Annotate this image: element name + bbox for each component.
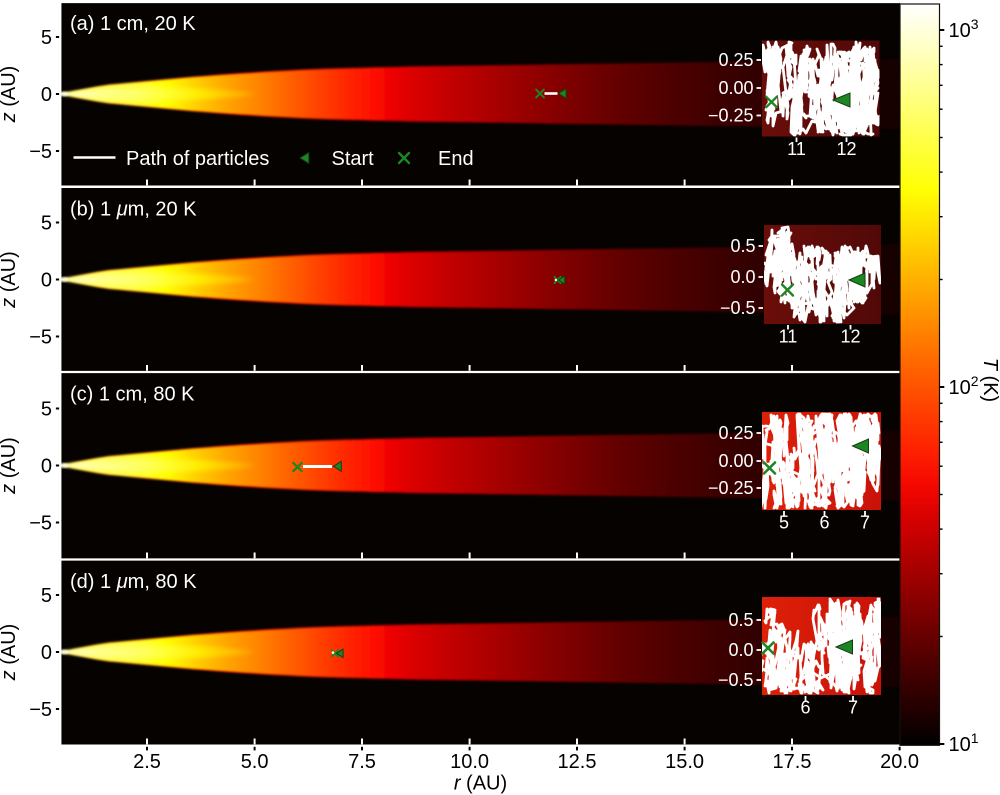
svg-text:10.0: 10.0 bbox=[450, 751, 489, 773]
svg-text:z (AU): z (AU) bbox=[0, 66, 20, 124]
svg-text:−0.5: −0.5 bbox=[718, 670, 754, 690]
svg-text:(d) 1 μm, 80 K: (d) 1 μm, 80 K bbox=[70, 571, 197, 593]
svg-text:r (AU): r (AU) bbox=[454, 773, 507, 795]
svg-text:0.5: 0.5 bbox=[728, 610, 753, 630]
svg-text:0.5: 0.5 bbox=[730, 236, 755, 256]
svg-text:5: 5 bbox=[41, 399, 52, 421]
svg-text:0: 0 bbox=[41, 84, 52, 106]
svg-text:5: 5 bbox=[41, 213, 52, 235]
svg-text:7: 7 bbox=[860, 513, 870, 533]
svg-text:6: 6 bbox=[800, 698, 810, 718]
svg-text:12: 12 bbox=[836, 139, 856, 159]
svg-text:0.00: 0.00 bbox=[718, 78, 753, 98]
svg-text:20.0: 20.0 bbox=[880, 751, 919, 773]
svg-text:−0.25: −0.25 bbox=[708, 478, 754, 498]
svg-text:12: 12 bbox=[840, 327, 860, 347]
svg-text:0.25: 0.25 bbox=[718, 50, 753, 70]
svg-text:(b) 1 μm, 20 K: (b) 1 μm, 20 K bbox=[70, 199, 197, 221]
svg-text:7.5: 7.5 bbox=[348, 751, 376, 773]
svg-text:T (K): T (K) bbox=[979, 358, 1000, 402]
svg-text:−0.25: −0.25 bbox=[708, 106, 754, 126]
svg-text:5: 5 bbox=[41, 27, 52, 49]
svg-text:12.5: 12.5 bbox=[558, 751, 597, 773]
svg-text:15.0: 15.0 bbox=[665, 751, 704, 773]
svg-text:0.00: 0.00 bbox=[718, 451, 753, 471]
svg-text:6: 6 bbox=[819, 513, 829, 533]
svg-text:0: 0 bbox=[41, 270, 52, 292]
svg-text:0: 0 bbox=[41, 456, 52, 478]
svg-text:0.25: 0.25 bbox=[718, 423, 753, 443]
svg-text:11: 11 bbox=[787, 139, 806, 159]
svg-text:0: 0 bbox=[41, 642, 52, 664]
svg-text:102: 102 bbox=[949, 373, 979, 399]
svg-text:5: 5 bbox=[41, 585, 52, 607]
svg-text:z (AU): z (AU) bbox=[0, 251, 20, 309]
svg-text:End: End bbox=[438, 148, 474, 170]
svg-text:Path of particles: Path of particles bbox=[126, 148, 269, 170]
svg-text:11: 11 bbox=[779, 327, 798, 347]
svg-text:2.5: 2.5 bbox=[133, 751, 161, 773]
svg-text:z (AU): z (AU) bbox=[0, 624, 20, 682]
svg-text:5: 5 bbox=[779, 513, 789, 533]
svg-text:0.0: 0.0 bbox=[730, 267, 755, 287]
svg-text:(c) 1 cm, 80 K: (c) 1 cm, 80 K bbox=[70, 384, 195, 406]
svg-text:17.5: 17.5 bbox=[773, 751, 812, 773]
svg-text:−5: −5 bbox=[29, 327, 52, 349]
svg-text:(a) 1 cm, 20 K: (a) 1 cm, 20 K bbox=[70, 13, 196, 35]
svg-text:−5: −5 bbox=[29, 513, 52, 535]
svg-text:z (AU): z (AU) bbox=[0, 437, 20, 495]
svg-text:−5: −5 bbox=[29, 699, 52, 721]
svg-text:−0.5: −0.5 bbox=[720, 298, 756, 318]
svg-text:0.0: 0.0 bbox=[728, 640, 753, 660]
svg-text:−5: −5 bbox=[29, 141, 52, 163]
svg-text:Start: Start bbox=[332, 148, 375, 170]
svg-text:7: 7 bbox=[848, 698, 858, 718]
svg-text:5.0: 5.0 bbox=[241, 751, 269, 773]
